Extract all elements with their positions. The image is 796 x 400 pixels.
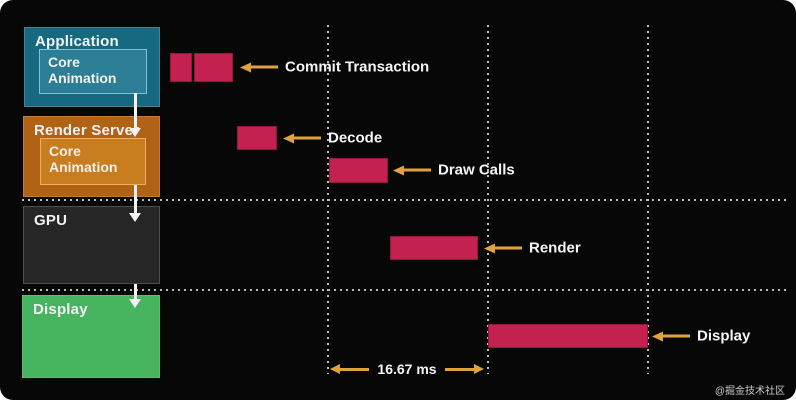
phase-bar-draw-calls <box>329 158 388 183</box>
flow-arrowhead-renderserver-to-gpu-icon <box>129 213 141 222</box>
lane-label-application: Application <box>35 33 119 50</box>
arrow-left-icon <box>240 62 251 72</box>
arrow-tail <box>404 168 431 172</box>
core-animation-box-application: Core Animation <box>39 49 147 94</box>
arrow-left-icon <box>283 133 294 143</box>
lane-divider-gridline <box>22 289 788 291</box>
watermark: @掘金技术社区 <box>714 386 785 397</box>
phase-label-display: Display <box>697 327 751 345</box>
callout-display: Display <box>652 328 750 345</box>
lane-box-render-server: Render Server Core Animation <box>23 116 160 197</box>
lane-label-gpu: GPU <box>34 212 68 229</box>
arrow-tail <box>495 246 522 250</box>
arrow-left-icon <box>330 364 340 374</box>
phase-bar-decode <box>237 126 277 150</box>
lane-label-render-server: Render Server <box>34 122 140 139</box>
phase-label-decode: Decode <box>328 129 383 147</box>
callout-decode: Decode <box>283 130 382 147</box>
phase-bar-render <box>390 236 478 260</box>
arrow-tail <box>340 367 370 371</box>
arrow-tail <box>444 367 475 371</box>
phase-bar-commit-transaction <box>194 53 233 82</box>
lane-box-display: Display <box>22 295 160 378</box>
arrow-left-icon <box>652 331 663 341</box>
callout-commit-transaction: Commit Transaction <box>240 59 429 76</box>
flow-arrow-renderserver-to-gpu-icon <box>134 185 137 214</box>
phase-label-commit-transaction: Commit Transaction <box>285 58 430 76</box>
phase-label-draw-calls: Draw Calls <box>438 161 515 179</box>
phase-bar-commit-transaction <box>170 53 192 82</box>
arrow-tail <box>251 65 278 69</box>
frame-duration-marker: 16.67 ms <box>330 361 485 377</box>
frame-duration-label: 16.67 ms <box>377 361 437 377</box>
flow-arrow-app-to-renderserver-icon <box>134 93 137 129</box>
callout-draw-calls: Draw Calls <box>393 162 515 179</box>
arrow-tail <box>663 334 690 338</box>
core-animation-box-render-server: Core Animation <box>40 138 146 185</box>
arrow-left-icon <box>484 243 495 253</box>
arrow-tail <box>294 136 321 140</box>
lane-label-display: Display <box>33 301 88 318</box>
callout-render: Render <box>484 240 581 257</box>
flow-arrow-gpu-to-display-icon <box>134 284 137 300</box>
flow-arrowhead-gpu-to-display-icon <box>129 299 141 308</box>
core-animation-label-application: Core Animation <box>48 54 117 86</box>
core-animation-label-render-server: Core Animation <box>49 143 118 175</box>
lane-divider-gridline <box>22 199 788 201</box>
arrow-left-icon <box>393 165 404 175</box>
lane-box-application: Application Core Animation <box>24 27 160 107</box>
flow-arrowhead-app-to-renderserver-icon <box>129 128 141 137</box>
phase-label-render: Render <box>529 239 581 257</box>
arrow-right-icon <box>474 364 485 374</box>
phase-bar-display <box>488 324 648 348</box>
